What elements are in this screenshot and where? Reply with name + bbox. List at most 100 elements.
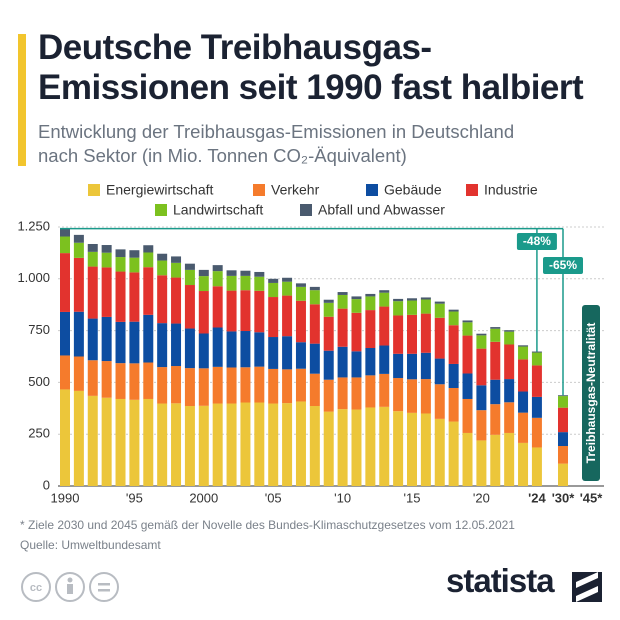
annotation: -65%	[549, 258, 577, 272]
bar-segment	[558, 396, 568, 408]
bar-segment	[558, 432, 568, 447]
bar-segment	[407, 412, 417, 486]
bar-segment	[268, 297, 279, 338]
bar-segment	[379, 290, 390, 293]
footnote: * Ziele 2030 und 2045 gemäß der Novelle …	[20, 518, 515, 532]
bar-segment	[101, 361, 112, 398]
legend-swatch	[466, 184, 478, 196]
annotation-box	[543, 257, 583, 274]
bar-segment	[420, 413, 431, 486]
x-tick-label: 2000	[189, 490, 218, 505]
bar-segment	[171, 323, 182, 367]
bar-segment	[351, 312, 362, 352]
bar-segment	[129, 321, 140, 364]
bar-segment	[282, 281, 293, 296]
bar-segment	[60, 253, 70, 312]
bar-segment	[434, 358, 445, 385]
bar-segment	[434, 301, 445, 304]
legend-label: Energiewirtschaft	[106, 182, 213, 198]
bar-segment	[476, 440, 487, 486]
bar-segment	[420, 299, 431, 314]
bar-segment	[434, 418, 445, 486]
bar-segment	[129, 363, 140, 400]
bar-segment	[504, 379, 515, 403]
bar-segment	[60, 236, 70, 254]
annotation-box	[516, 233, 557, 250]
bar-segment	[462, 335, 473, 374]
bar-segment	[115, 398, 126, 486]
bar-segment	[295, 300, 306, 343]
bar-segment	[393, 298, 404, 302]
bar-segment	[115, 249, 126, 258]
bar-segment	[365, 375, 376, 408]
legend-swatch	[88, 184, 100, 196]
bar-segment	[143, 362, 154, 399]
bar-segment	[448, 309, 459, 312]
bar-segment	[115, 363, 126, 399]
bar-segment	[323, 411, 334, 486]
bar-segment	[87, 360, 98, 396]
bar-segment	[295, 401, 306, 486]
bar-segment	[504, 331, 515, 345]
bar-segment	[60, 311, 70, 356]
bar-segment	[351, 351, 362, 378]
bar-segment	[157, 260, 168, 276]
bar-segment	[226, 403, 237, 486]
bar-segment	[240, 290, 251, 332]
bar-segment	[212, 286, 223, 328]
bar-segment	[309, 373, 320, 407]
bar-segment	[87, 266, 98, 319]
bar-segment	[60, 228, 70, 237]
bar-segment	[129, 257, 140, 273]
legend-label: Gebäude	[384, 182, 442, 198]
bar-segment	[504, 344, 515, 380]
y-tick-label: 0	[43, 477, 50, 492]
bar-segment	[351, 409, 362, 486]
x-tick-label: '45*	[580, 490, 604, 505]
bar-segment	[462, 398, 473, 433]
bar-segment	[420, 297, 431, 300]
bar-segment	[379, 406, 390, 486]
bar-segment	[101, 252, 112, 268]
bar-segment	[268, 278, 279, 283]
bar-segment	[254, 276, 265, 291]
bar-segment	[268, 282, 279, 298]
legend-swatch	[253, 184, 265, 196]
annotation: -48%	[523, 234, 551, 248]
bar-segment	[490, 327, 501, 329]
bar-segment	[157, 253, 168, 261]
bar-segment	[184, 406, 195, 486]
brand-logo: statista	[446, 562, 555, 599]
bar-segment	[323, 350, 334, 380]
bar-segment	[337, 308, 348, 347]
bar-segment	[295, 286, 306, 301]
bar-segment	[60, 355, 70, 390]
bar-segment	[184, 263, 195, 270]
bar-segment	[198, 269, 209, 277]
bar-segment	[531, 352, 542, 366]
bar-segment	[337, 294, 348, 309]
bar-segment	[184, 285, 195, 329]
bar-segment	[171, 366, 182, 404]
x-tick-label: '95	[126, 490, 143, 505]
bar-segment	[558, 395, 568, 397]
bar-segment	[157, 323, 168, 368]
bar-segment	[101, 245, 112, 253]
bar-segment	[407, 300, 417, 315]
legend-swatch	[366, 184, 378, 196]
legend-swatch	[300, 204, 312, 216]
bar-segment	[365, 348, 376, 376]
bar-segment	[379, 292, 390, 307]
bar-segment	[490, 328, 501, 342]
bar-segment	[407, 379, 417, 413]
bar-segment	[490, 379, 501, 405]
bar-segment	[365, 407, 376, 486]
bar-segment	[212, 403, 223, 486]
bar-segment	[393, 378, 404, 412]
x-tick-label: '30*	[552, 490, 576, 505]
bar-segment	[531, 417, 542, 448]
bar-segment	[434, 317, 445, 359]
bar-segment	[184, 368, 195, 407]
